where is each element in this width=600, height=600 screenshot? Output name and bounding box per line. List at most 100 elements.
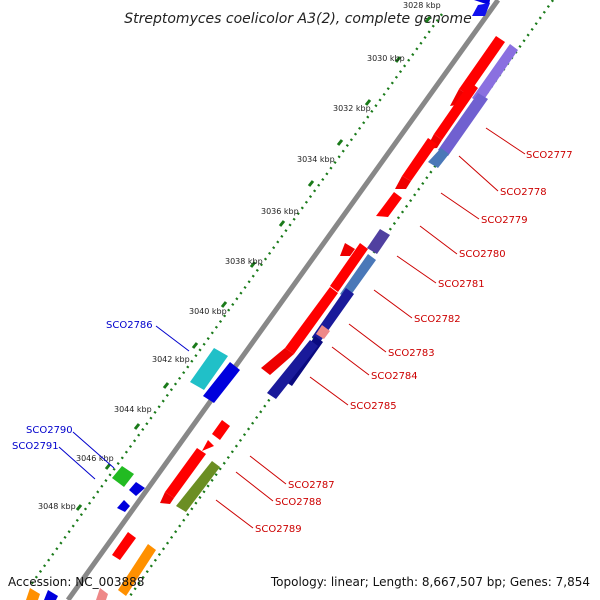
tick-mark <box>307 180 315 187</box>
forward-gene-labels: SCO2786 SCO2790 SCO2791 <box>12 320 153 452</box>
gene-arrow <box>190 348 228 390</box>
gene-arrow <box>434 82 478 140</box>
tick-label: 3034 kbp <box>297 155 335 164</box>
scale-line-outer <box>29 13 443 587</box>
gene-label-sco2788: SCO2788 <box>275 497 322 508</box>
tick-label: 3040 kbp <box>189 307 227 316</box>
forward-strand-genes <box>26 348 240 600</box>
tick-mark <box>162 382 170 389</box>
gene-label-sco2784: SCO2784 <box>371 371 418 382</box>
scale-ticks <box>75 16 432 511</box>
leader-line <box>485 127 526 155</box>
gene-arrow <box>176 461 220 512</box>
gene-label-sco2786: SCO2786 <box>106 320 153 331</box>
tick-label: 3030 kbp <box>367 54 405 63</box>
gene-arrow <box>472 44 518 104</box>
tick-label: 3028 kbp <box>403 1 441 10</box>
leader-line <box>458 155 499 192</box>
leader-line <box>215 499 254 529</box>
gene-arrow <box>26 588 40 600</box>
tick-mark <box>220 301 228 308</box>
leader-line <box>396 255 437 284</box>
gene-arrow <box>367 229 390 254</box>
leader-line <box>440 192 480 220</box>
leader-line <box>348 323 387 353</box>
gene-arrow <box>202 440 214 451</box>
tick-mark <box>75 504 83 511</box>
gene-arrow <box>118 544 156 596</box>
tick-mark <box>278 220 286 227</box>
tick-label: 3042 kbp <box>152 355 190 364</box>
leader-line <box>331 346 370 376</box>
gene-arrow <box>160 492 174 504</box>
tick-mark <box>191 342 199 349</box>
tick-label: 3046 kbp <box>76 454 114 463</box>
gene-arrow <box>212 420 230 440</box>
tick-label: 3036 kbp <box>261 207 299 216</box>
gene-label-sco2782: SCO2782 <box>414 314 461 325</box>
gene-arrow <box>261 348 294 375</box>
tick-mark <box>336 139 344 146</box>
leader-line <box>235 471 274 502</box>
tick-mark <box>424 16 432 23</box>
gene-arrow <box>112 466 134 487</box>
gene-label-sco2780: SCO2780 <box>459 249 506 260</box>
tick-mark <box>104 463 112 470</box>
gene-label-sco2783: SCO2783 <box>388 348 435 359</box>
gene-label-sco2791: SCO2791 <box>12 441 59 452</box>
gene-label-sco2787: SCO2787 <box>288 480 335 491</box>
gene-arrow <box>285 287 338 354</box>
gene-label-sco2790: SCO2790 <box>26 425 73 436</box>
gene-arrow <box>402 138 437 181</box>
gene-arrow <box>340 243 355 256</box>
gene-arrow <box>96 588 108 600</box>
gene-arrow <box>340 254 376 299</box>
leader-line <box>309 376 349 406</box>
gene-arrow <box>330 243 368 292</box>
genome-stats-text: Topology: linear; Length: 8,667,507 bp; … <box>270 575 590 589</box>
reverse-label-leaders <box>215 127 526 529</box>
gene-arrow <box>376 192 402 217</box>
accession-text: Accession: NC_003888 <box>8 575 144 589</box>
tick-mark <box>364 99 372 106</box>
gene-arrow <box>459 36 505 95</box>
gene-arrow <box>112 532 136 560</box>
leader-line <box>72 431 115 469</box>
leader-line <box>155 325 190 352</box>
gene-arrow <box>44 590 58 600</box>
gene-arrow <box>117 500 130 512</box>
map-title: Streptomyces coelicolor A3(2), complete … <box>124 11 472 27</box>
scale-tick-labels: 3028 kbp 3030 kbp 3032 kbp 3034 kbp 3036… <box>38 1 441 511</box>
gene-label-sco2781: SCO2781 <box>438 279 485 290</box>
tick-mark <box>249 261 257 268</box>
reverse-gene-labels: SCO2777 SCO2778 SCO2779 SCO2780 SCO2781 … <box>255 150 573 535</box>
gene-label-sco2785: SCO2785 <box>350 401 397 412</box>
gene-label-sco2779: SCO2779 <box>481 215 528 226</box>
leader-line <box>373 289 413 319</box>
forward-label-leaders <box>58 325 190 480</box>
tick-label: 3038 kbp <box>225 257 263 266</box>
gene-arrow <box>428 148 449 168</box>
tick-mark <box>394 56 402 63</box>
gene-arrow <box>267 340 318 399</box>
reverse-strand-genes <box>112 0 518 596</box>
genome-backbone <box>65 0 501 600</box>
tick-label: 3048 kbp <box>38 502 76 511</box>
tick-label: 3044 kbp <box>114 405 152 414</box>
tick-label: 3032 kbp <box>333 104 371 113</box>
gene-label-sco2778: SCO2778 <box>500 187 547 198</box>
leader-line <box>58 446 96 480</box>
gene-arrow <box>316 325 330 339</box>
gene-arrow <box>203 362 240 403</box>
leader-line <box>249 455 287 485</box>
gene-arrow <box>438 93 488 156</box>
gene-arrow <box>395 176 411 189</box>
gene-arrow <box>472 3 490 16</box>
leader-line <box>419 225 458 255</box>
gene-label-sco2789: SCO2789 <box>255 524 302 535</box>
gene-arrow <box>165 448 206 498</box>
tick-mark <box>133 423 141 430</box>
gene-label-sco2777: SCO2777 <box>526 150 573 161</box>
gene-arrow <box>129 482 145 496</box>
